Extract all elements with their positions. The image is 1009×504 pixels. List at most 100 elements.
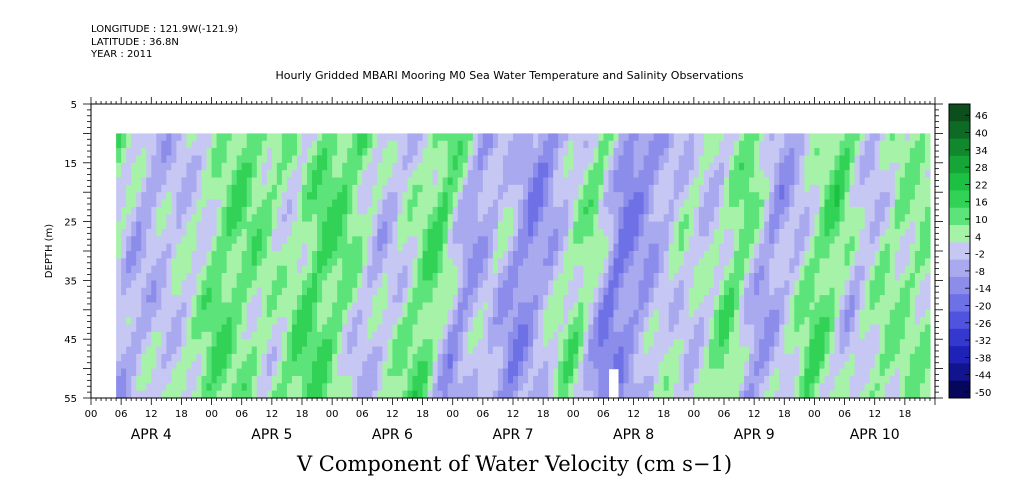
heat-cell [271,324,278,333]
heat-cell [678,228,685,237]
heat-cell [357,236,363,245]
heat-cell [221,361,228,370]
heat-cell [492,339,499,348]
heat-cell [633,221,640,230]
heat-cell [156,258,162,267]
heat-cell [337,170,343,179]
heat-cell [754,133,760,142]
heat-cell [211,258,218,267]
heat-cell [327,287,333,296]
heat-cell [312,273,318,281]
heat-cell [744,228,750,237]
heat-cell [116,199,122,208]
heat-cell [382,309,388,318]
heat-cell [724,206,730,215]
heat-cell [809,162,816,171]
heat-cell [799,265,805,274]
heat-cell [648,324,655,333]
heat-cell [548,177,554,186]
heat-cell [372,184,378,193]
heat-cell [151,228,157,237]
heat-cell [256,258,263,267]
heat-cell [131,324,137,333]
heat-cell [251,243,258,252]
heat-cell [271,273,278,281]
heat-cell [457,383,464,392]
heat-cell [638,331,645,340]
heat-cell [764,280,770,289]
heat-cell [322,339,328,348]
heat-cell [211,324,218,333]
heat-cell [759,162,765,171]
heat-cell [718,162,725,171]
heat-cell [774,148,780,157]
heat-cell [568,353,574,362]
heat-cell [442,155,449,164]
heat-cell [146,383,152,392]
heat-cell [261,390,268,399]
heat-cell [447,243,454,252]
heat-cell [246,243,253,252]
heat-cell [312,390,318,399]
heat-cell [256,287,263,296]
heat-cell [467,353,474,362]
heat-cell [171,228,177,237]
heat-cell [482,251,489,259]
heat-cell [583,273,589,281]
heat-cell [794,287,800,296]
heat-cell [241,162,248,171]
heat-cell [538,155,544,164]
heat-cell [452,162,459,171]
heat-cell [633,206,640,215]
heat-cell [749,368,755,377]
heat-cell [281,390,288,399]
heat-cell [734,155,740,164]
heat-cell [221,140,228,149]
heat-cell [703,383,710,392]
heat-cell [171,375,177,384]
heat-cell [347,199,353,208]
heat-cell [402,331,409,340]
heat-cell [302,177,308,186]
heat-cell [261,331,268,340]
heat-cell [186,324,193,333]
heat-cell [603,353,610,362]
heat-cell [718,368,725,377]
heat-cell [397,228,404,237]
heat-cell [774,368,780,377]
heat-cell [221,287,228,296]
heat-cell [352,383,358,392]
heat-cell [337,258,343,267]
heat-cell [317,228,323,237]
heat-cell [608,265,615,274]
heat-cell [794,155,800,164]
heat-cell [377,243,383,252]
heat-cell [648,361,655,370]
heat-cell [693,346,700,355]
heat-cell [739,368,745,377]
heat-cell [563,214,569,223]
heat-cell [181,331,188,340]
heat-cell [457,236,464,245]
heat-cell [427,258,434,267]
heat-cell [347,265,353,274]
heat-cell [467,133,474,142]
heat-cell [442,243,449,252]
heat-cell [638,192,645,201]
heat-cell [266,206,273,215]
heat-cell [231,331,238,340]
heat-cell [206,184,213,193]
heat-cell [764,214,770,223]
heat-cell [784,295,790,304]
heat-cell [583,309,589,318]
heat-cell [226,206,233,215]
heat-cell [296,258,303,267]
heat-cell [492,199,499,208]
heat-cell [492,317,499,326]
heat-cell [633,236,640,245]
heat-cell [302,214,308,223]
heat-cell [141,346,147,355]
heat-cell [392,331,399,340]
heat-cell [136,258,142,267]
heat-cell [563,148,569,157]
